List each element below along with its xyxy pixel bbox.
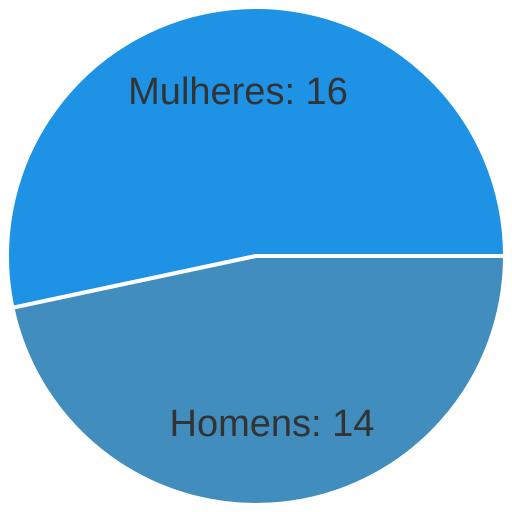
pie-slice-homens: [10, 254, 507, 507]
slice-label-mulheres: Mulheres: 16: [128, 71, 348, 113]
pie-slices: [5, 5, 507, 507]
pie-labels: Mulheres: 16 Homens: 14: [128, 71, 374, 445]
slice-label-homens: Homens: 14: [170, 403, 375, 445]
pie-slice-mulheres: [5, 5, 507, 310]
